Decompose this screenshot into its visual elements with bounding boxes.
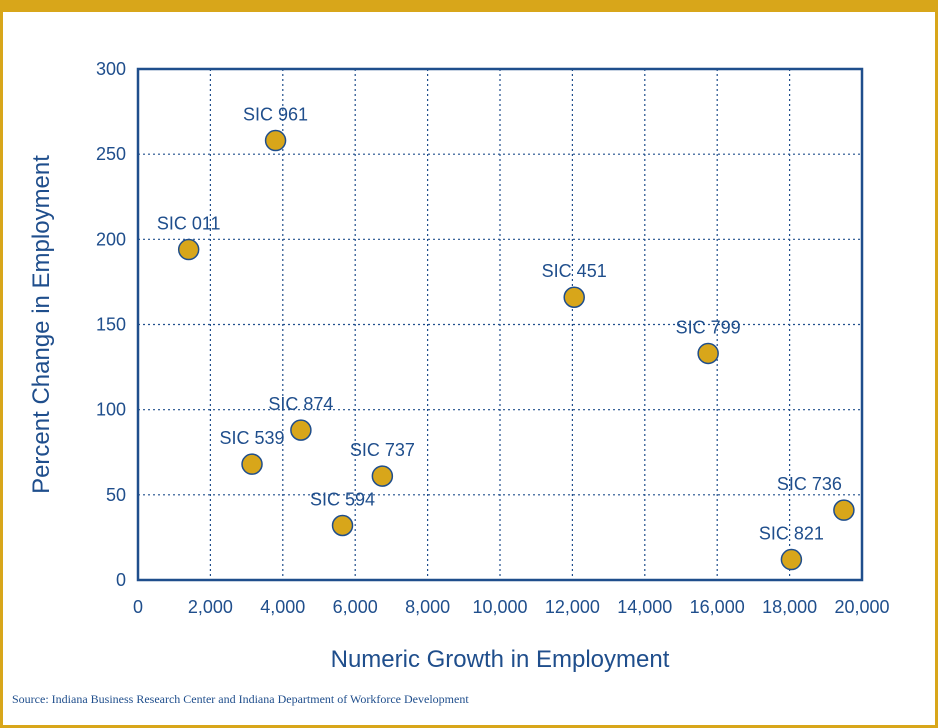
- x-tick-label: 4,000: [260, 597, 305, 617]
- data-point-label: SIC 539: [220, 428, 285, 448]
- data-point-label: SIC 961: [243, 105, 308, 125]
- data-point-marker: [241, 453, 263, 475]
- x-tick-label: 14,000: [617, 597, 672, 617]
- data-point-label: SIC 594: [310, 489, 375, 509]
- source-note: Source: Indiana Business Research Center…: [12, 692, 469, 706]
- x-tick-label: 12,000: [545, 597, 600, 617]
- x-tick-label: 10,000: [472, 597, 527, 617]
- y-tick-label: 300: [96, 59, 126, 79]
- x-tick-label: 20,000: [834, 597, 889, 617]
- y-axis-title: Percent Change in Employment: [28, 155, 55, 494]
- header-band: [0, 0, 938, 12]
- data-point-label: SIC 736: [777, 474, 842, 494]
- x-tick-label: 2,000: [188, 597, 233, 617]
- y-tick-label: 50: [106, 485, 126, 505]
- x-tick-label: 8,000: [405, 597, 450, 617]
- data-point-label: SIC 799: [676, 317, 741, 337]
- data-point-label: SIC 874: [268, 394, 333, 414]
- data-point-marker: [371, 465, 394, 487]
- y-tick-label: 200: [96, 229, 126, 249]
- data-point-marker: [833, 499, 855, 521]
- data-point-label: SIC 737: [350, 440, 415, 460]
- plot-area-border: [136, 67, 864, 582]
- x-tick-label: 18,000: [762, 597, 817, 617]
- x-tick-label: 0: [133, 597, 143, 617]
- x-tick-label: 16,000: [690, 597, 745, 617]
- data-point-marker: [331, 514, 354, 537]
- data-point-label: SIC 011: [157, 214, 221, 234]
- data-point-label: SIC 821: [759, 524, 824, 544]
- data-point-marker: [780, 548, 803, 571]
- y-tick-label: 100: [96, 400, 126, 420]
- x-tick-label: 6,000: [333, 597, 378, 617]
- data-point-marker: [264, 129, 287, 152]
- y-tick-label: 0: [116, 570, 126, 590]
- data-point-marker: [697, 342, 719, 365]
- x-axis-title: Numeric Growth in Employment: [331, 646, 670, 673]
- data-point-marker: [290, 419, 312, 441]
- data-point-marker: [563, 286, 585, 308]
- y-tick-label: 150: [96, 315, 126, 335]
- data-point-marker: [177, 238, 200, 261]
- y-tick-label: 250: [96, 144, 126, 164]
- data-point-label: SIC 451: [542, 261, 607, 281]
